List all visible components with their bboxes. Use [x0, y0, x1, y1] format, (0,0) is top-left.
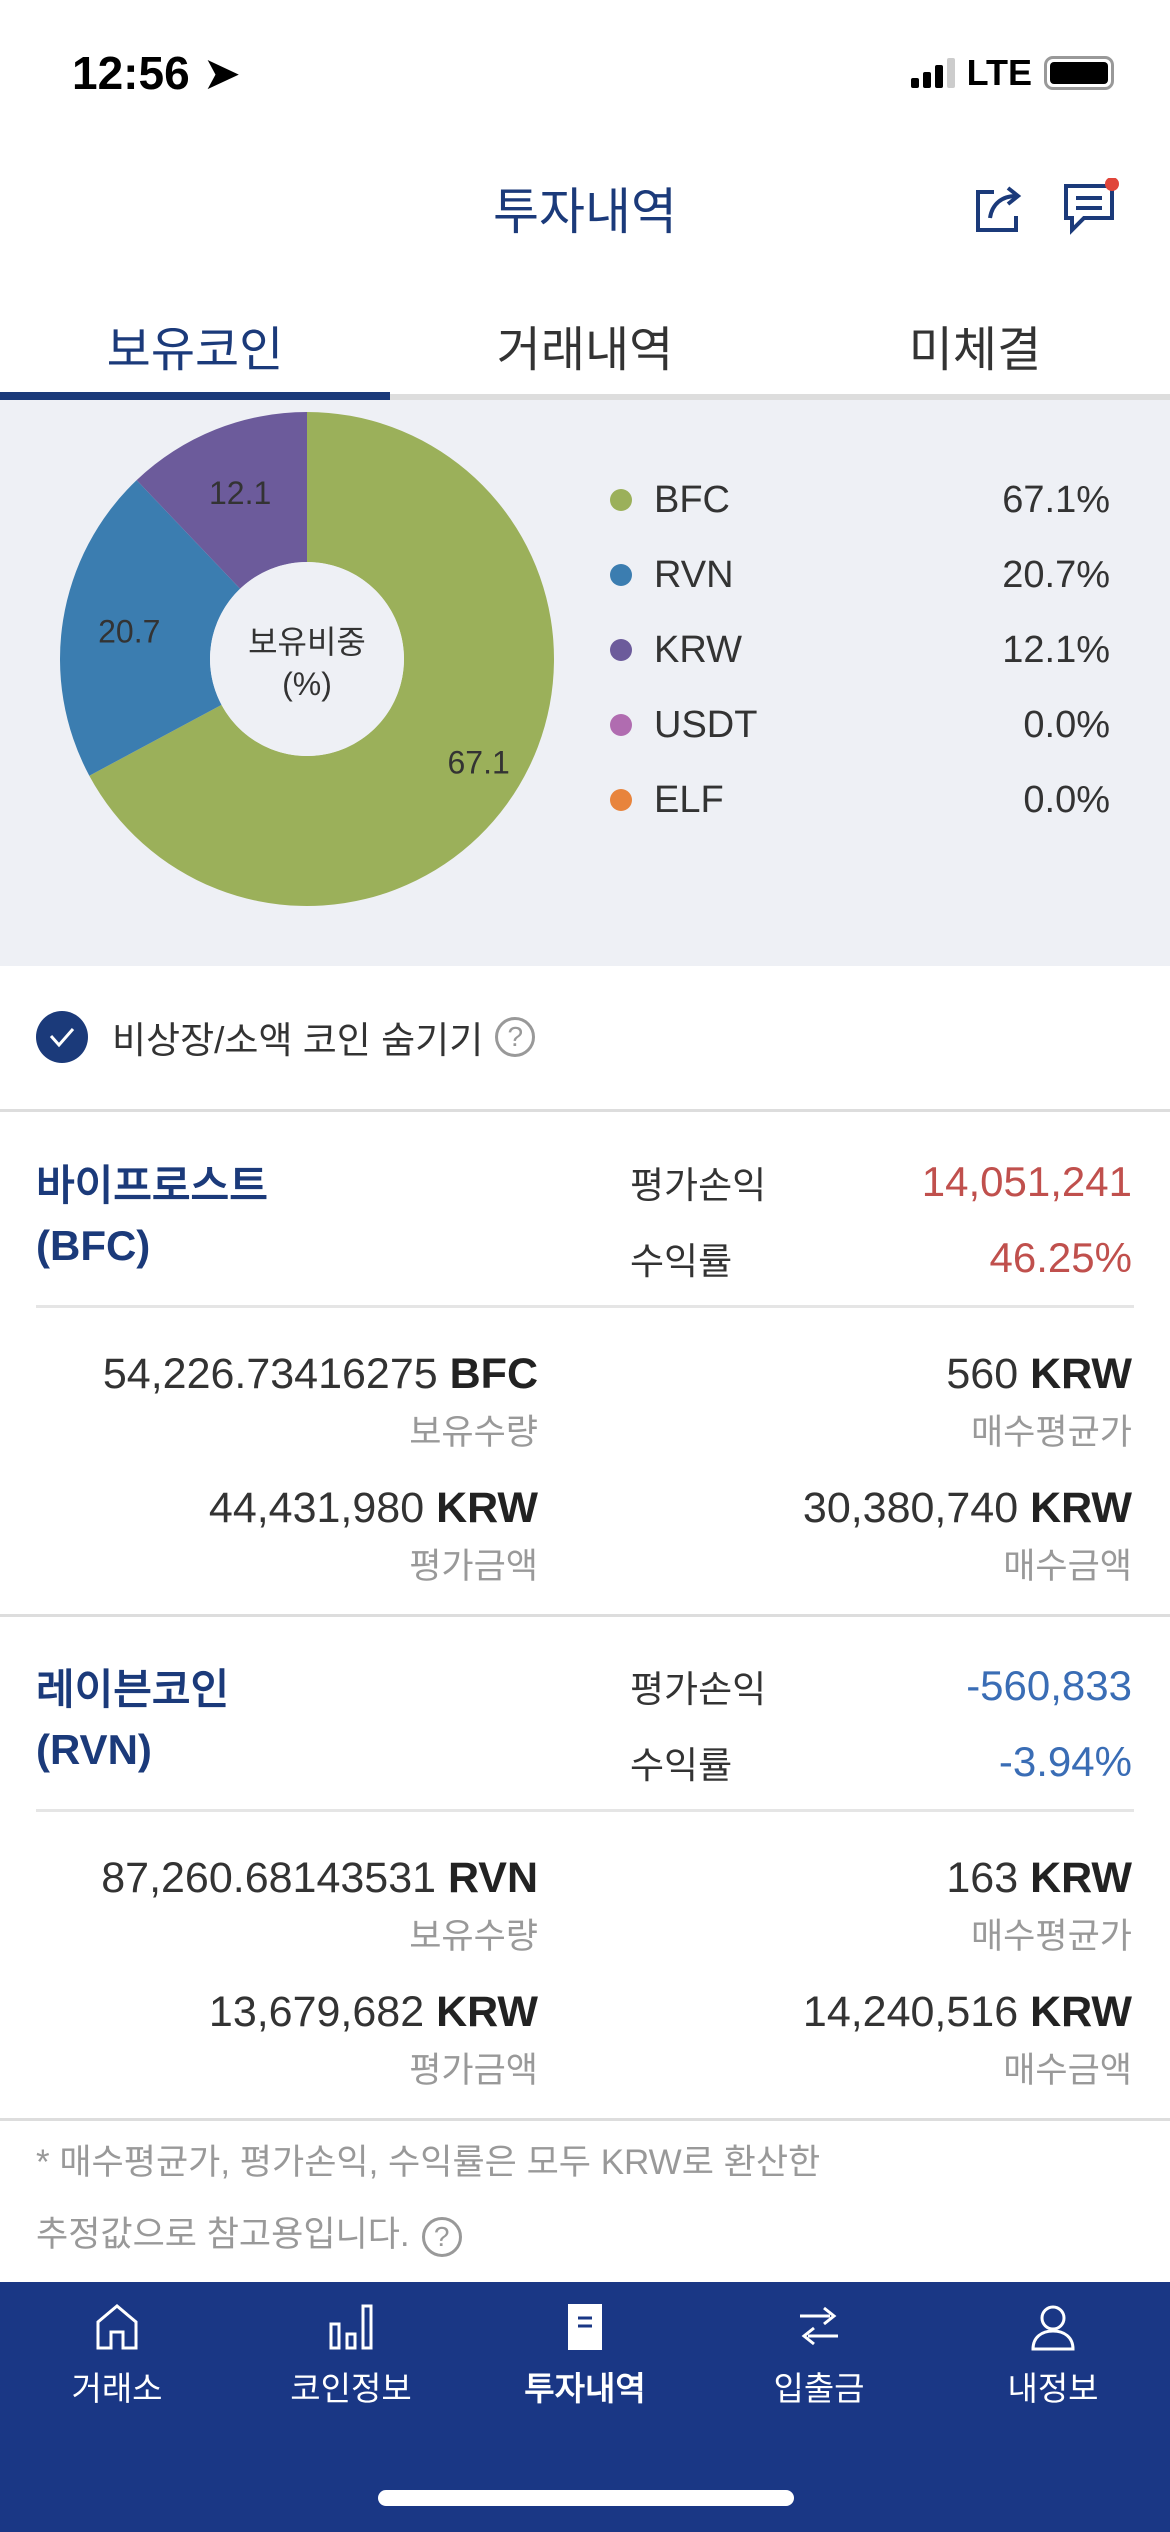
signal-icon — [910, 58, 955, 88]
pie-center-label: (%) — [282, 666, 332, 702]
nav-deposit-withdraw[interactable]: 입출금 — [702, 2302, 936, 2410]
legend-dot — [610, 564, 632, 586]
divider — [0, 1614, 1170, 1617]
tab-holdings[interactable]: 보유코인 — [0, 300, 390, 400]
tab-pending[interactable]: 미체결 — [908, 324, 1042, 377]
network-label: LTE — [966, 52, 1032, 93]
quantity-label: 보유수량 — [409, 1917, 538, 1956]
legend-dot — [610, 489, 632, 511]
legend-item: RVN 20.7% — [610, 545, 1110, 605]
avg-price-label: 매수평균가 — [970, 1917, 1132, 1956]
eval-amount-label: 평가금액 — [409, 2051, 538, 2090]
document-icon — [568, 2304, 602, 2350]
divider — [0, 2118, 1170, 2121]
user-icon — [1031, 2305, 1075, 2351]
page-title: 투자내역 — [493, 184, 677, 240]
location-icon: ➤ — [202, 47, 241, 99]
legend-dot — [610, 714, 632, 736]
battery-icon — [1044, 56, 1114, 90]
nav-coin-info[interactable]: 코인정보 — [234, 2302, 468, 2410]
nav-my-info[interactable]: 내정보 — [936, 2302, 1170, 2410]
pie-slice-rvn — [59, 480, 241, 776]
buy-amount-value: 30,380,740 KRW — [802, 1484, 1132, 1532]
nav-exchange[interactable]: 거래소 — [0, 2302, 234, 2410]
help-icon[interactable]: ? — [421, 2217, 462, 2257]
filter-label: 비상장/소액 코인 숨기기 — [112, 1020, 484, 1061]
coin-name: 레이븐코인 (RVN) — [36, 1666, 230, 1773]
tab-history[interactable]: 거래내역 — [496, 324, 674, 377]
buy-amount-label: 매수금액 — [1003, 2051, 1132, 2090]
legend-item: BFC 67.1% — [610, 470, 1110, 530]
divider — [36, 1305, 1134, 1308]
rate-value: -3.94% — [998, 1738, 1132, 1785]
tab-bar: 보유코인 거래내역 미체결 — [0, 300, 1170, 400]
pl-label: 평가손익 — [630, 1165, 767, 1206]
pie-center-label: 보유비중 — [248, 624, 366, 660]
eval-amount-value: 13,679,682 KRW — [208, 1988, 538, 2036]
slice-label: 20.7 — [98, 614, 160, 650]
legend-item: ELF 0.0% — [610, 770, 1110, 830]
footnote: * 매수평균가, 평가손익, 수익률은 모두 KRW로 환산한 추정값으로 참고… — [36, 2127, 820, 2271]
legend-dot — [610, 639, 632, 661]
pl-value: 14,051,241 — [921, 1158, 1132, 1205]
status-time: 12:56 ➤ — [72, 47, 241, 99]
coin-name: 바이프로스트 (BFC) — [36, 1162, 268, 1269]
legend-dot — [610, 789, 632, 811]
slice-label: 12.1 — [209, 475, 271, 511]
buy-amount-label: 매수금액 — [1003, 1547, 1132, 1586]
transfer-icon — [800, 2306, 838, 2346]
holdings-chart: 67.1 20.7 12.1 보유비중 (%) BFC 67.1% RVN 20.7% KRW 1… — [0, 400, 1170, 966]
legend-item: USDT 0.0% — [610, 695, 1110, 755]
eval-amount-label: 평가금액 — [409, 1547, 538, 1586]
pie-chart: 67.1 20.7 12.1 보유비중 (%) — [59, 412, 554, 906]
avg-price-value: 560 KRW — [946, 1350, 1132, 1398]
nav-investments[interactable]: 투자내역 — [468, 2302, 702, 2410]
quantity-label: 보유수량 — [409, 1413, 538, 1452]
share-icon[interactable] — [970, 178, 1030, 238]
divider — [0, 1109, 1170, 1112]
home-icon — [96, 2304, 138, 2350]
pl-value: -560,833 — [966, 1662, 1132, 1709]
rate-label: 수익률 — [630, 1241, 733, 1282]
rate-label: 수익률 — [630, 1745, 733, 1786]
home-indicator — [378, 2490, 794, 2506]
notification-dot — [1105, 178, 1119, 191]
eval-amount-value: 44,431,980 KRW — [208, 1484, 538, 1532]
pie-slice-bfc — [89, 412, 554, 906]
help-icon[interactable]: ? — [495, 1017, 536, 1057]
avg-price-label: 매수평균가 — [970, 1413, 1132, 1452]
bar-chart-icon — [329, 2304, 373, 2350]
legend-item: KRW 12.1% — [610, 620, 1110, 680]
checkbox-checked-icon[interactable] — [36, 1011, 88, 1063]
quantity-value: 54,226.73416275 BFC — [102, 1350, 538, 1398]
chat-icon[interactable] — [1060, 178, 1120, 238]
slice-label: 67.1 — [447, 745, 509, 781]
status-indicators: LTE — [910, 52, 1114, 94]
hide-small-coins-toggle[interactable]: 비상장/소액 코인 숨기기 ? — [36, 1010, 536, 1064]
pie-slice-krw — [136, 412, 307, 589]
divider — [36, 1809, 1134, 1812]
buy-amount-value: 14,240,516 KRW — [802, 1988, 1132, 2036]
rate-value: 46.25% — [989, 1234, 1132, 1281]
avg-price-value: 163 KRW — [946, 1854, 1132, 1902]
pl-label: 평가손익 — [630, 1669, 767, 1710]
quantity-value: 87,260.68143531 RVN — [101, 1854, 538, 1902]
